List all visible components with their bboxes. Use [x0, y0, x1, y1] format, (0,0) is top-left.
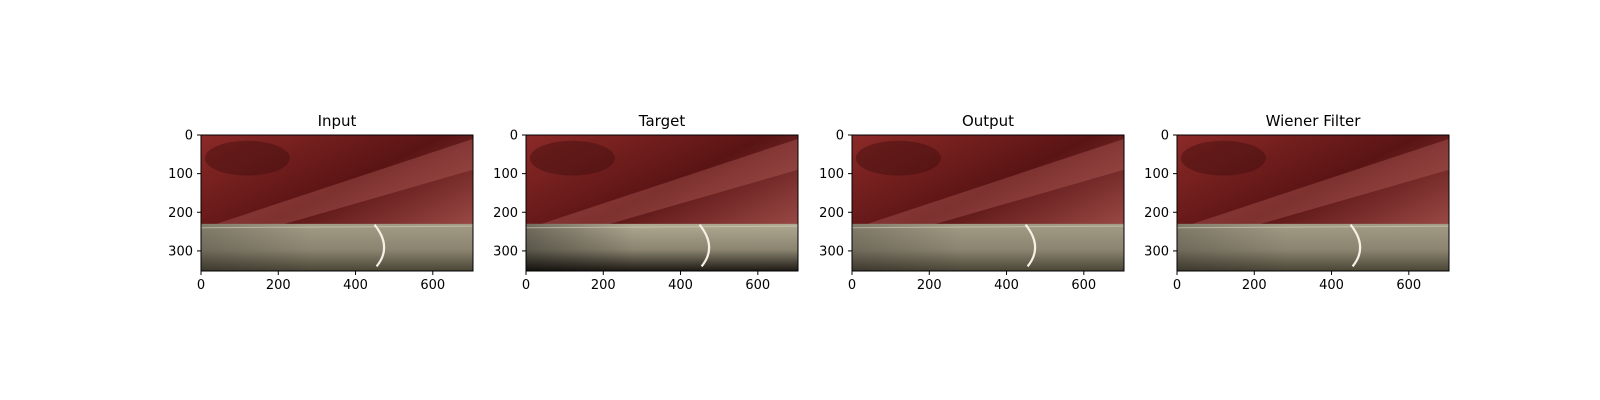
panel-image: [201, 135, 473, 271]
x-tick-label: 400: [343, 278, 368, 293]
y-tick-label: 100: [493, 167, 518, 182]
x-tick-label: 200: [1242, 278, 1267, 293]
panel-target: Target 0 200 400 600 0 100 200 300: [493, 112, 799, 293]
y-tick-label: 300: [493, 244, 518, 259]
x-tick-label: 400: [1319, 278, 1344, 293]
y-tick-label: 100: [1144, 167, 1169, 182]
panel-title: Output: [962, 112, 1014, 130]
x-tick-label: 200: [591, 278, 616, 293]
axes-frame: [525, 134, 799, 272]
y-tick-label: 300: [168, 244, 193, 259]
x-tick-label: 0: [522, 278, 530, 293]
y-tick-label: 100: [819, 167, 844, 182]
y-tick-label: 200: [1144, 206, 1169, 221]
panel-image: [852, 135, 1124, 271]
x-tick-label: 600: [1071, 278, 1096, 293]
x-tick-label: 400: [994, 278, 1019, 293]
y-tick-label: 200: [819, 206, 844, 221]
panel-image: [526, 135, 798, 271]
y-tick-label: 300: [819, 244, 844, 259]
x-tick-label: 400: [668, 278, 693, 293]
panel-input: Input 0 200 400 600 0 100 200 300: [168, 112, 474, 293]
y-tick-label: 200: [493, 206, 518, 221]
panel-wiener: Wiener Filter 0 200 400 600 0 100 200 300: [1144, 112, 1450, 293]
x-tick-label: 200: [917, 278, 942, 293]
y-tick-label: 0: [1161, 129, 1169, 144]
axes-frame: [1176, 134, 1450, 272]
x-tick-label: 0: [197, 278, 205, 293]
panel-title: Wiener Filter: [1266, 112, 1362, 130]
x-tick-label: 0: [848, 278, 856, 293]
panel-title: Target: [638, 112, 686, 130]
panel-image: [1177, 135, 1449, 271]
x-tick-label: 200: [266, 278, 291, 293]
y-tick-label: 300: [1144, 244, 1169, 259]
y-tick-label: 100: [168, 167, 193, 182]
axes-frame: [200, 134, 474, 272]
x-tick-label: 600: [745, 278, 770, 293]
panel-output: Output 0 200 400 600 0 100 200 300: [819, 112, 1125, 293]
axes-frame: [851, 134, 1125, 272]
x-tick-label: 600: [1396, 278, 1421, 293]
y-tick-label: 0: [836, 129, 844, 144]
y-tick-label: 0: [185, 129, 193, 144]
y-tick-label: 0: [510, 129, 518, 144]
x-tick-label: 600: [420, 278, 445, 293]
x-tick-label: 0: [1173, 278, 1181, 293]
panel-title: Input: [318, 112, 357, 130]
y-tick-label: 200: [168, 206, 193, 221]
